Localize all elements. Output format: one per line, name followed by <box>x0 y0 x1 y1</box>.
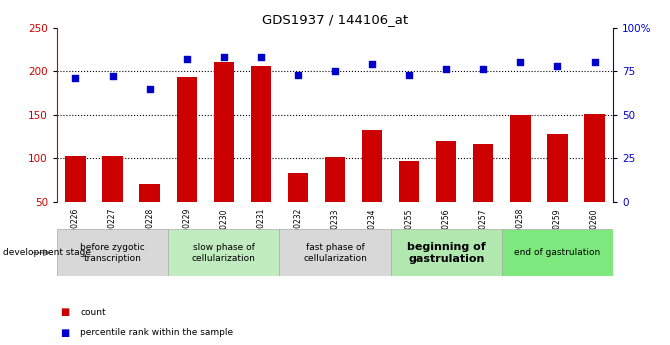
Text: count: count <box>80 308 106 317</box>
Point <box>366 61 377 67</box>
Bar <box>251 66 271 202</box>
Bar <box>547 134 567 202</box>
Text: beginning of
gastrulation: beginning of gastrulation <box>407 241 486 264</box>
Point <box>478 67 488 72</box>
Bar <box>214 62 234 202</box>
Point <box>255 55 266 60</box>
Point <box>441 67 452 72</box>
Point <box>218 55 229 60</box>
Text: before zygotic
transcription: before zygotic transcription <box>80 243 145 263</box>
Point <box>107 73 118 79</box>
Bar <box>473 144 494 202</box>
Point <box>330 68 340 74</box>
Bar <box>325 157 345 202</box>
Title: GDS1937 / 144106_at: GDS1937 / 144106_at <box>262 13 408 27</box>
Bar <box>139 185 160 202</box>
Bar <box>391 229 502 276</box>
Point <box>589 60 600 65</box>
Text: percentile rank within the sample: percentile rank within the sample <box>80 328 234 337</box>
Text: end of gastrulation: end of gastrulation <box>515 248 600 257</box>
Text: ■: ■ <box>60 307 70 317</box>
Bar <box>279 229 391 276</box>
Text: fast phase of
cellularization: fast phase of cellularization <box>303 243 367 263</box>
Bar <box>399 161 419 202</box>
Bar <box>65 156 86 202</box>
Point <box>404 72 415 77</box>
Text: ■: ■ <box>60 328 70 338</box>
Text: development stage: development stage <box>3 248 91 257</box>
Bar <box>168 229 279 276</box>
Point <box>552 63 563 69</box>
Point <box>182 56 192 62</box>
Bar <box>584 114 605 202</box>
Point <box>515 60 526 65</box>
Bar <box>103 156 123 202</box>
Point <box>144 86 155 91</box>
Point <box>293 72 304 77</box>
Bar <box>287 173 308 202</box>
Point <box>70 75 81 81</box>
Bar <box>436 141 456 202</box>
Bar <box>176 77 197 202</box>
Bar <box>57 229 168 276</box>
Bar <box>502 229 613 276</box>
Bar <box>362 129 383 202</box>
Bar <box>510 115 531 202</box>
Text: slow phase of
cellularization: slow phase of cellularization <box>192 243 256 263</box>
